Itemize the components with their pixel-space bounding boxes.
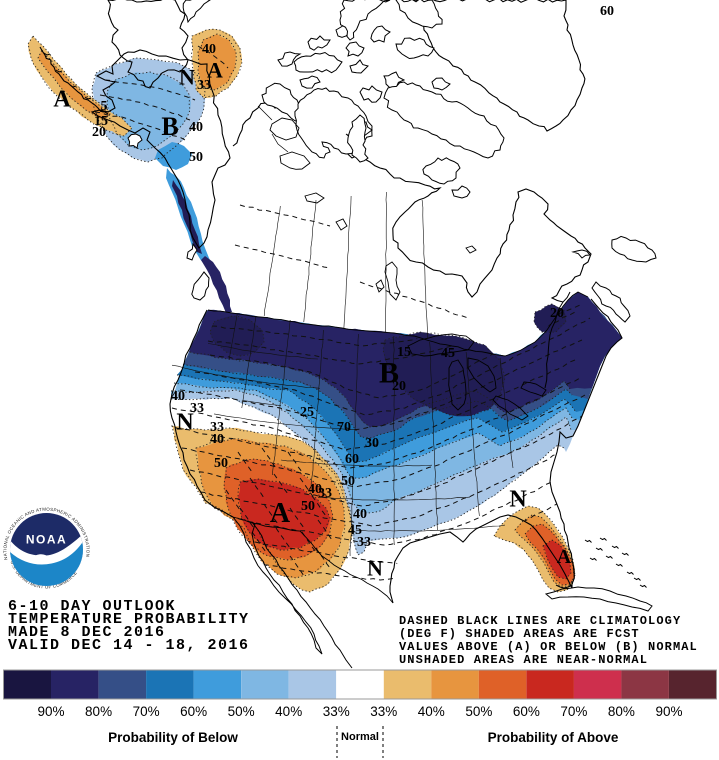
svg-text:15: 15 — [397, 345, 411, 360]
svg-text:33: 33 — [197, 78, 211, 93]
svg-text:33%: 33% — [323, 704, 350, 719]
svg-text:VALUES ABOVE (A) OR BELOW (B): VALUES ABOVE (A) OR BELOW (B) NORMAL — [399, 640, 698, 654]
svg-text:33: 33 — [318, 486, 332, 501]
svg-text:N: N — [367, 556, 383, 581]
svg-text:30: 30 — [365, 436, 379, 451]
svg-text:40: 40 — [189, 120, 203, 135]
svg-text:20: 20 — [92, 125, 106, 140]
svg-text:70%: 70% — [133, 704, 160, 719]
svg-text:Probability of Below: Probability of Below — [108, 730, 238, 745]
svg-text:UNSHADED AREAS ARE NEAR-NORMAL: UNSHADED AREAS ARE NEAR-NORMAL — [399, 653, 648, 667]
svg-text:A: A — [270, 498, 291, 529]
svg-text:MADE 8 DEC 2016: MADE 8 DEC 2016 — [8, 624, 166, 641]
svg-text:50%: 50% — [465, 704, 492, 719]
svg-text:B: B — [161, 112, 178, 141]
svg-text:25: 25 — [300, 405, 314, 420]
svg-text:VALID DEC 14 - 18, 2016: VALID DEC 14 - 18, 2016 — [8, 637, 250, 654]
svg-text:70%: 70% — [560, 704, 587, 719]
svg-text:40: 40 — [308, 482, 322, 497]
svg-text:6-10 DAY OUTLOOK: 6-10 DAY OUTLOOK — [8, 598, 176, 615]
svg-text:B: B — [379, 357, 399, 390]
svg-text:33: 33 — [357, 535, 371, 550]
svg-text:Probability of Above: Probability of Above — [488, 730, 619, 745]
svg-text:60: 60 — [345, 452, 359, 467]
svg-text:80%: 80% — [85, 704, 112, 719]
svg-text:50%: 50% — [228, 704, 255, 719]
svg-text:50: 50 — [189, 150, 203, 165]
svg-text:NOAA: NOAA — [26, 533, 67, 547]
svg-text:DASHED BLACK LINES ARE CLIMATO: DASHED BLACK LINES ARE CLIMATOLOGY — [399, 614, 681, 628]
svg-text:45: 45 — [348, 523, 362, 538]
svg-text:40: 40 — [210, 432, 224, 447]
svg-text:33: 33 — [190, 401, 204, 416]
svg-text:40: 40 — [202, 42, 216, 57]
svg-text:50: 50 — [341, 474, 355, 489]
svg-text:60%: 60% — [180, 704, 207, 719]
svg-text:N: N — [509, 486, 527, 512]
svg-text:70: 70 — [337, 420, 351, 435]
svg-text:33: 33 — [210, 420, 224, 435]
svg-text:40: 40 — [171, 389, 185, 404]
svg-text:Normal: Normal — [341, 731, 379, 743]
svg-text:A: A — [557, 546, 572, 568]
svg-text:TEMPERATURE PROBABILITY: TEMPERATURE PROBABILITY — [8, 611, 250, 628]
svg-text:40%: 40% — [418, 704, 445, 719]
svg-text:5: 5 — [101, 99, 108, 114]
svg-text:N: N — [179, 65, 195, 90]
svg-text:50: 50 — [214, 456, 228, 471]
svg-text:60: 60 — [600, 4, 614, 19]
svg-text:90%: 90% — [38, 704, 65, 719]
svg-text:A: A — [53, 86, 71, 112]
svg-text:40: 40 — [353, 507, 367, 522]
svg-text:N: N — [176, 409, 194, 435]
svg-text:15: 15 — [94, 114, 108, 129]
svg-text:A: A — [207, 58, 223, 83]
svg-text:45: 45 — [441, 346, 455, 361]
svg-text:20: 20 — [392, 379, 406, 394]
svg-text:50: 50 — [301, 499, 315, 514]
svg-text:20: 20 — [550, 306, 564, 321]
svg-text:(DEG F) SHADED AREAS ARE FCST: (DEG F) SHADED AREAS ARE FCST — [399, 627, 640, 641]
svg-text:40%: 40% — [275, 704, 302, 719]
svg-text:80%: 80% — [608, 704, 635, 719]
svg-text:60%: 60% — [513, 704, 540, 719]
svg-text:90%: 90% — [655, 704, 682, 719]
svg-text:33%: 33% — [370, 704, 397, 719]
